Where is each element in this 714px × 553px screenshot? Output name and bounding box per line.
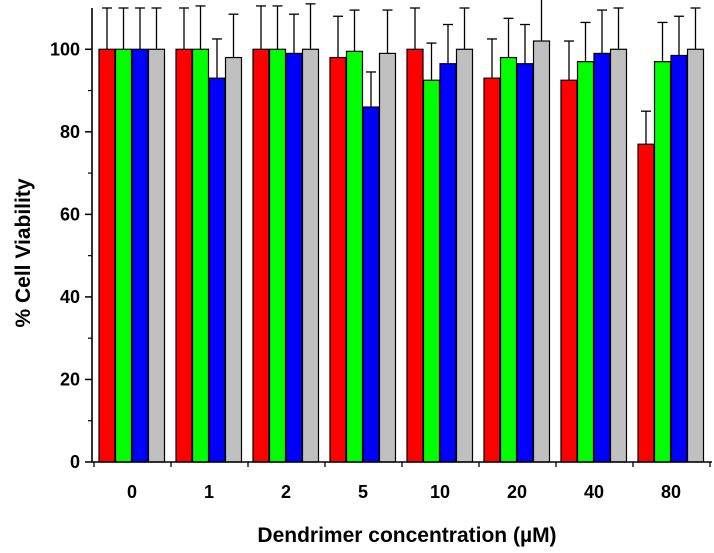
bar	[532, 40, 551, 463]
bar	[422, 79, 441, 463]
bar	[345, 50, 364, 463]
bar	[499, 56, 518, 463]
y-tick-label: 40	[60, 287, 80, 307]
bar	[285, 52, 303, 463]
bar	[455, 48, 474, 463]
y-tick-label: 100	[50, 39, 80, 59]
bar	[131, 48, 149, 463]
bar	[516, 63, 534, 463]
bar	[609, 48, 628, 463]
y-tick-label: 80	[60, 122, 80, 142]
y-tick-label: 60	[60, 204, 80, 224]
bar	[224, 56, 243, 463]
bar	[406, 48, 424, 463]
y-axis-label: % Cell Viability	[12, 178, 35, 327]
bar	[147, 48, 166, 463]
x-tick-label: 5	[358, 482, 368, 502]
bar	[637, 143, 655, 463]
bar	[98, 48, 116, 463]
bar	[560, 79, 578, 463]
bar	[576, 61, 595, 463]
bar	[301, 48, 320, 463]
bar	[114, 48, 133, 463]
bar	[208, 77, 226, 463]
bar	[175, 48, 193, 463]
bar	[653, 61, 672, 463]
x-tick-label: 1	[204, 482, 214, 502]
x-tick-label: 10	[430, 482, 450, 502]
x-tick-label: 40	[584, 482, 604, 502]
bar	[483, 77, 501, 463]
bar	[329, 56, 347, 463]
bar	[593, 52, 611, 463]
plot-area: 0 1 2 5 10 20 40 80 0 20 40 60 80 100	[50, 0, 712, 502]
x-tick-label: 0	[127, 482, 137, 502]
bar	[252, 48, 270, 463]
y-tick-label: 0	[70, 452, 80, 472]
x-axis-label: Dendrimer concentration (µM)	[257, 524, 556, 547]
bar	[439, 63, 457, 463]
bar	[191, 48, 210, 463]
x-tick-label: 80	[661, 482, 681, 502]
bar	[686, 48, 705, 463]
bar	[362, 106, 380, 463]
bar	[670, 54, 688, 463]
bar	[268, 48, 287, 463]
x-tick-label: 20	[507, 482, 527, 502]
bar	[378, 52, 397, 463]
x-tick-label: 2	[281, 482, 291, 502]
y-tick-label: 20	[60, 369, 80, 389]
